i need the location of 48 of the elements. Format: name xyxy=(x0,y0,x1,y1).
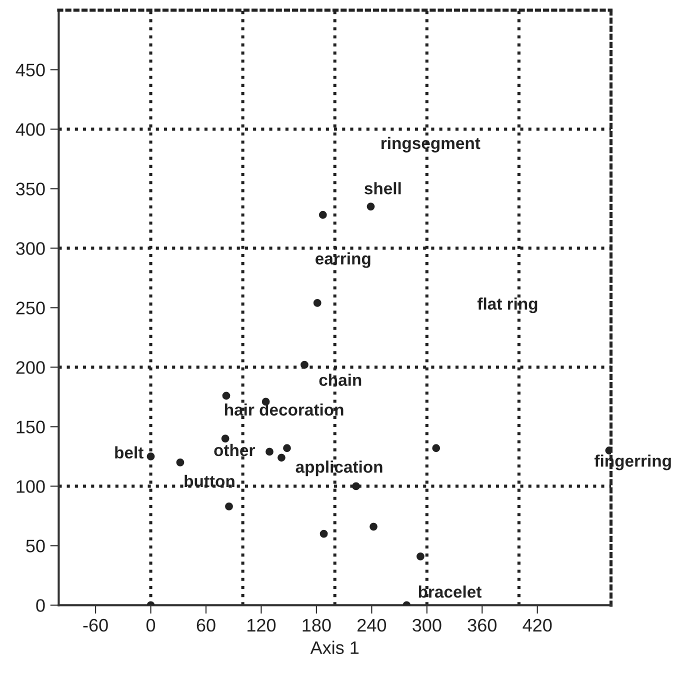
annotation: flat ring xyxy=(477,298,538,314)
annotation: earring xyxy=(316,252,370,268)
annotation: other xyxy=(214,444,255,456)
point xyxy=(300,360,308,369)
point xyxy=(283,444,291,452)
point xyxy=(222,392,230,400)
x-tick-label: 180 xyxy=(302,618,331,632)
x-tick-label: 420 xyxy=(522,618,552,632)
point xyxy=(225,502,233,510)
annotation: shell xyxy=(364,182,401,194)
point xyxy=(320,530,328,538)
y-tick-label: 50 xyxy=(26,540,45,552)
y-tick-label: 0 xyxy=(36,599,45,612)
annotation: chain xyxy=(319,374,362,386)
point xyxy=(318,210,327,219)
y-tick-label: 200 xyxy=(16,361,45,374)
annotation: hair decoration xyxy=(225,403,344,416)
x-tick-label: 0 xyxy=(146,618,156,632)
point xyxy=(266,448,274,456)
point xyxy=(370,522,378,531)
annotation: application xyxy=(296,460,382,476)
point xyxy=(176,458,184,466)
y-tick-label: 300 xyxy=(16,242,45,255)
x-tick-label: 120 xyxy=(248,618,276,632)
x-tick-label: 60 xyxy=(196,618,216,632)
point xyxy=(278,454,286,462)
annotation: belt xyxy=(115,446,144,459)
y-tick-label: 150 xyxy=(16,420,45,434)
x-tick-label: 300 xyxy=(412,618,442,632)
y-tick-label: 400 xyxy=(16,123,45,136)
point xyxy=(416,552,424,560)
point xyxy=(432,444,440,452)
y-tick-label: 350 xyxy=(16,182,45,196)
annotation: ringsegment xyxy=(382,136,480,152)
annotation: bracelet xyxy=(418,586,482,598)
y-tick-label: 250 xyxy=(16,302,45,314)
x-tick-label: 360 xyxy=(468,618,496,632)
x-tick-label: -60 xyxy=(83,618,108,632)
point xyxy=(221,434,230,443)
x-tick-label: 240 xyxy=(358,618,386,632)
x-axis-title: Axis 1 xyxy=(310,640,359,654)
point xyxy=(366,202,375,210)
point xyxy=(146,452,155,460)
y-tick-label: 450 xyxy=(16,64,45,76)
point xyxy=(352,482,360,490)
y-tick-label: 100 xyxy=(16,480,45,493)
annotation: fingerring xyxy=(594,454,671,470)
point xyxy=(313,298,322,307)
